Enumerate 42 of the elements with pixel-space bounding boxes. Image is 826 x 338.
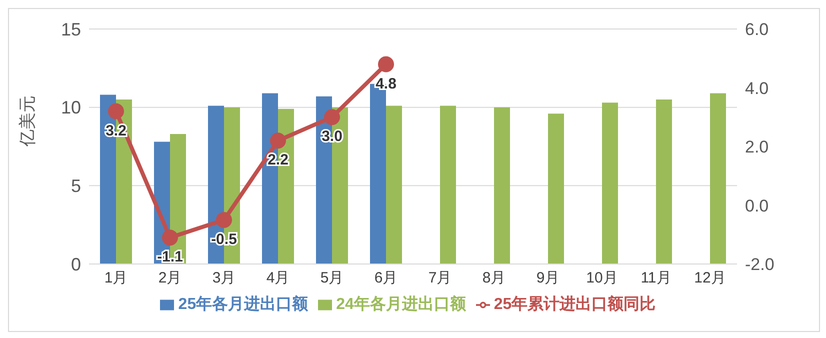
x-tick-label: 5月: [320, 270, 344, 287]
y2-tick-label: 6.0: [745, 20, 769, 40]
legend-label: 25年各月进出口额: [178, 296, 308, 313]
point: [378, 56, 394, 72]
point: [324, 109, 340, 126]
data-label: -0.5: [211, 230, 237, 248]
data-label: 4.8: [376, 75, 396, 92]
y-axis-title: 亿美元: [18, 96, 38, 148]
x-tick-label: 2月: [158, 270, 182, 287]
y-tick-label: 5: [70, 176, 81, 196]
point: [108, 103, 124, 120]
x-tick-label: 11月: [640, 270, 672, 287]
bar: [386, 106, 402, 264]
y-tick-label: 10: [60, 98, 81, 118]
y2-tick-label: -2.0: [745, 255, 774, 274]
x-tick-label: 1月: [104, 270, 128, 287]
bar: [602, 102, 618, 264]
y-tick-label: 15: [60, 19, 81, 40]
legend-label: 24年各月进出口额: [336, 296, 466, 313]
bar: [710, 93, 726, 264]
y-tick-label: 0: [70, 254, 81, 274]
bar: [656, 100, 672, 264]
y2-tick-label: 4.0: [745, 78, 769, 98]
x-tick-label: 9月: [536, 270, 560, 287]
data-label: -1.1: [157, 248, 183, 266]
bar: [494, 107, 510, 264]
y2-tick-label: 0.0: [745, 196, 769, 216]
x-tick-label: 10月: [586, 270, 618, 287]
y2-tick-label: 2.0: [745, 138, 769, 157]
x-tick-label: 12月: [694, 270, 726, 287]
x-tick-label: 6月: [374, 270, 398, 287]
point: [216, 212, 232, 228]
point: [162, 230, 178, 246]
x-tick-label: 7月: [428, 270, 452, 287]
legend-label: 25年累计进出口额同比: [494, 296, 656, 313]
x-tick-label: 3月: [212, 270, 236, 287]
data-label: 3.0: [322, 128, 342, 146]
point: [270, 132, 286, 149]
bar: [548, 114, 564, 264]
x-tick-label: 8月: [482, 270, 506, 287]
x-tick-label: 4月: [266, 270, 290, 287]
bar: [440, 106, 456, 264]
